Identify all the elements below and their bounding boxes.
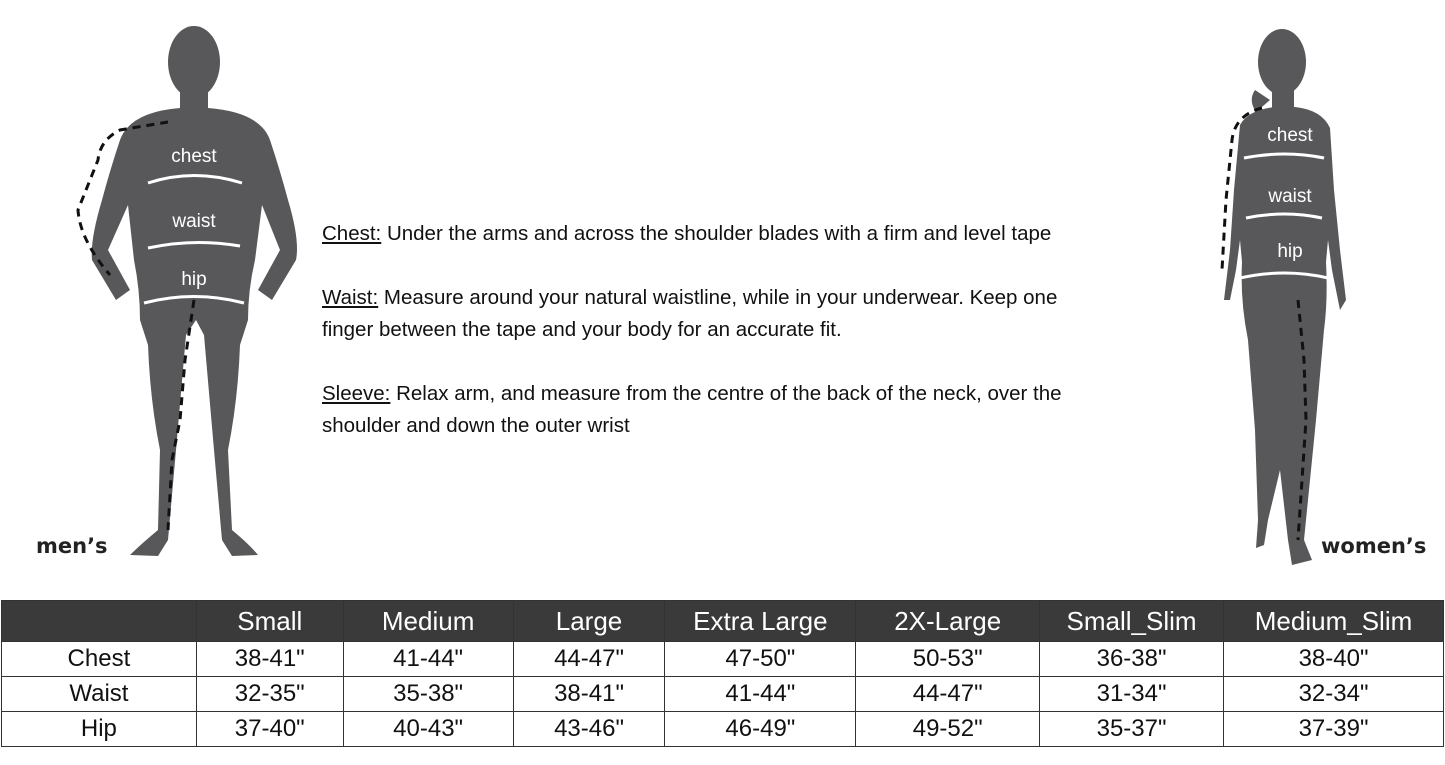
table-cell: 37-39" xyxy=(1223,711,1444,747)
mens-label: men’s xyxy=(36,534,108,558)
womens-chest-label: chest xyxy=(1267,125,1313,146)
womens-hip-label: hip xyxy=(1277,241,1302,262)
table-cell: 32-34" xyxy=(1223,676,1444,712)
chest-instruction: Chest: Under the arms and across the sho… xyxy=(322,222,1052,245)
table-cell: 32-35" xyxy=(195,676,344,712)
row-label: Chest xyxy=(1,641,197,677)
table-row: Waist 32-35" 35-38" 38-41" 41-44" 44-47" 31-34… xyxy=(1,676,1444,712)
size-table: Small Medium Large Extra Large 2X-Large Small… xyxy=(1,600,1444,747)
table-cell: 36-38" xyxy=(1039,641,1225,677)
mens-chest-label: chest xyxy=(171,146,217,167)
table-cell: 41-44" xyxy=(664,676,857,712)
table-cell: 38-41" xyxy=(512,676,666,712)
mens-silhouette: chest waist hip xyxy=(76,26,297,556)
row-label: Waist xyxy=(1,676,197,712)
womens-waist-label: waist xyxy=(1267,186,1312,207)
sleeve-instruction: Sleeve: Relax arm, and measure from the … xyxy=(322,382,1062,437)
column-header: Small_Slim xyxy=(1039,600,1225,642)
table-header-row: Small Medium Large Extra Large 2X-Large Small… xyxy=(1,600,1444,642)
table-row: Chest 38-41" 41-44" 44-47" 47-50" 50-53" 36-38… xyxy=(1,641,1444,677)
table-cell: 40-43" xyxy=(342,711,514,747)
column-header: Medium xyxy=(342,600,514,642)
table-cell: 47-50" xyxy=(664,641,857,677)
row-label: Hip xyxy=(1,711,197,747)
table-cell: 41-44" xyxy=(342,641,514,677)
table-row: Hip 37-40" 40-43" 43-46" 46-49" 49-52" 35-37" 3… xyxy=(1,711,1444,747)
column-header xyxy=(1,600,197,642)
table-cell: 43-46" xyxy=(512,711,666,747)
womens-label: women’s xyxy=(1321,534,1427,558)
table-cell: 35-38" xyxy=(342,676,514,712)
mens-waist-label: waist xyxy=(171,211,216,232)
column-header: Large xyxy=(512,600,666,642)
table-cell: 46-49" xyxy=(664,711,857,747)
column-header: Medium_Slim xyxy=(1223,600,1444,642)
table-cell: 35-37" xyxy=(1039,711,1225,747)
table-cell: 44-47" xyxy=(855,676,1041,712)
column-header: Extra Large xyxy=(664,600,857,642)
column-header: 2X-Large xyxy=(855,600,1041,642)
measurement-instructions: Chest: Under the arms and across the sho… xyxy=(322,218,1062,474)
mens-hip-label: hip xyxy=(181,269,206,290)
table-cell: 44-47" xyxy=(512,641,666,677)
table-cell: 31-34" xyxy=(1039,676,1225,712)
table-cell: 50-53" xyxy=(855,641,1041,677)
table-cell: 38-41" xyxy=(195,641,344,677)
table-cell: 49-52" xyxy=(855,711,1041,747)
table-cell: 37-40" xyxy=(195,711,344,747)
column-header: Small xyxy=(195,600,344,642)
waist-instruction: Waist: Measure around your natural waist… xyxy=(322,286,1058,341)
table-cell: 38-40" xyxy=(1223,641,1444,677)
womens-silhouette: chest waist hip xyxy=(1220,29,1346,565)
